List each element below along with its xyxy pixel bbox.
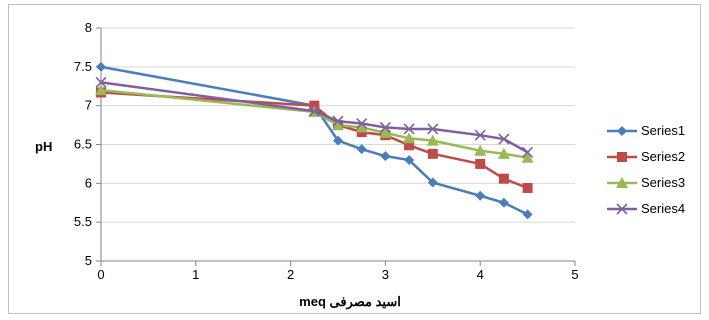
series-3-point <box>426 134 439 146</box>
series-1-point <box>522 209 533 220</box>
series-2-point <box>475 158 486 169</box>
axes <box>96 27 576 266</box>
series-3-line <box>100 88 528 159</box>
x-tick-label: 4 <box>477 267 484 282</box>
series-3-point <box>332 119 344 131</box>
series-4-line <box>100 81 529 154</box>
marker-stroke <box>95 76 107 88</box>
series-1-point <box>498 197 509 208</box>
series-1-point <box>475 190 486 201</box>
series-1-point <box>96 61 106 72</box>
series-3-point <box>379 126 392 138</box>
series-1 <box>96 61 533 220</box>
series-group <box>95 61 534 220</box>
marker-stroke <box>356 117 368 130</box>
series-1-point <box>380 151 391 162</box>
series-3-point <box>403 132 416 144</box>
legend-item-series-3: Series3 <box>607 175 685 190</box>
series-4-point <box>356 117 368 130</box>
marker-stroke <box>308 105 320 117</box>
y-tick-labels: 5 5.5 6 6.5 7 7.5 8 <box>74 20 92 268</box>
marker-stroke <box>522 146 534 158</box>
series-2-point <box>404 140 415 151</box>
series-4-point <box>379 121 391 133</box>
legend-item-series-2: Series2 <box>607 149 685 164</box>
series-1-point <box>404 155 415 166</box>
legend: Series1 Series2 Series3 Series4 <box>607 123 685 216</box>
marker-stroke <box>616 203 628 215</box>
legend-label: Series2 <box>641 149 685 164</box>
series-4 <box>95 76 534 158</box>
series-2-point <box>427 148 438 159</box>
gridlines <box>101 27 575 262</box>
marker-stroke <box>332 115 344 127</box>
series-4-point <box>308 105 320 117</box>
series-4-point <box>474 129 486 141</box>
series-1-point <box>356 144 367 155</box>
y-tick-label: 7.5 <box>74 59 92 74</box>
x-tick-label: 0 <box>97 267 104 282</box>
legend-label: Series1 <box>641 123 685 138</box>
series-2 <box>96 87 533 193</box>
series-4-point <box>522 146 534 158</box>
series-1-point <box>333 135 343 146</box>
legend-swatch-marker <box>617 152 627 162</box>
y-tick-label: 6 <box>85 175 92 190</box>
series-2-point <box>309 100 320 111</box>
marker-stroke <box>427 123 439 135</box>
series-4-point <box>498 133 510 145</box>
series-3-point <box>521 151 534 163</box>
x-tick-label: 3 <box>382 267 389 282</box>
y-tick-label: 7 <box>85 98 92 113</box>
series-2-point <box>498 173 509 184</box>
chart-frame: 5 5.5 6 6.5 7 7.5 8 0 1 2 3 4 5 pH اسید مصرفی meq S… <box>8 4 701 314</box>
series-4-point <box>403 123 415 135</box>
x-tick-label: 1 <box>192 267 199 282</box>
legend-swatch-marker <box>617 126 627 136</box>
series-2-point <box>522 182 533 193</box>
legend-label: Series4 <box>641 201 685 216</box>
legend-item-series-4: Series4 <box>607 201 685 216</box>
marker-stroke <box>474 129 486 141</box>
y-axis-title: pH <box>35 139 52 154</box>
series-3-point <box>355 121 368 133</box>
series-1-line <box>100 65 529 216</box>
legend-swatch-marker <box>616 203 628 215</box>
series-3-point <box>474 144 487 156</box>
y-tick-label: 6.5 <box>74 137 92 152</box>
marker-stroke <box>379 121 391 133</box>
series-3-point <box>95 84 107 96</box>
x-tick-label: 2 <box>287 267 294 282</box>
y-tick-label: 8 <box>85 20 92 35</box>
marker-stroke <box>403 123 415 135</box>
x-tick-labels: 0 1 2 3 4 5 <box>97 267 578 282</box>
marker-stroke <box>498 133 510 145</box>
x-tick-label: 5 <box>571 267 578 282</box>
series-4-point <box>95 76 107 88</box>
series-3 <box>95 84 534 163</box>
x-axis-title: اسید مصرفی meq <box>299 294 401 310</box>
y-tick-label: 5 <box>85 253 92 268</box>
line-chart: 5 5.5 6 6.5 7 7.5 8 0 1 2 3 4 5 pH اسید مصرفی meq S… <box>35 20 685 310</box>
y-tick-label: 5.5 <box>74 214 92 229</box>
series-3-point <box>497 147 510 159</box>
legend-item-series-1: Series1 <box>607 123 685 138</box>
series-4-point <box>332 115 344 127</box>
legend-label: Series3 <box>641 175 685 190</box>
series-1-point <box>427 177 438 188</box>
legend-swatch-marker <box>616 177 628 188</box>
series-4-point <box>427 123 439 135</box>
